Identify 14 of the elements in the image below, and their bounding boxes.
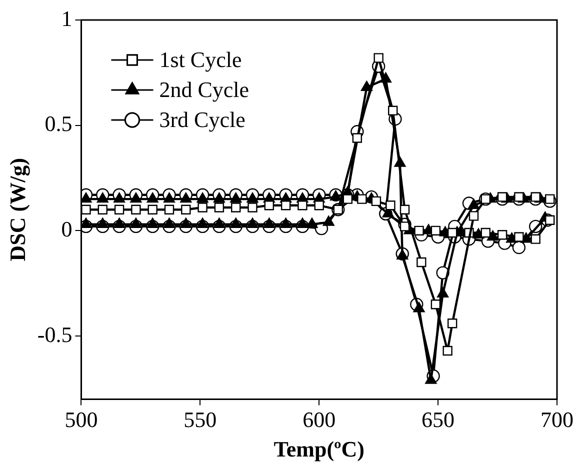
y-tick-label: 0 [61, 216, 72, 242]
x-tick-label: 550 [184, 407, 217, 432]
x-tick-label: 650 [422, 407, 455, 432]
x-tick-label: 500 [64, 407, 98, 432]
y-tick-label: 0.5 [44, 111, 72, 136]
y-tick-label: -0.5 [37, 322, 72, 347]
x-tick-label: 700 [540, 407, 574, 432]
legend-label: 1st Cycle [159, 46, 242, 72]
x-tick-label: 600 [302, 407, 336, 432]
x-axis-title: Temp(ºC) [274, 436, 365, 462]
legend-label: 3rd Cycle [159, 106, 246, 132]
y-tick-label: 1 [61, 6, 72, 31]
legend-label: 2nd Cycle [159, 76, 250, 102]
y-axis-title: DSC (W/g) [4, 158, 30, 262]
